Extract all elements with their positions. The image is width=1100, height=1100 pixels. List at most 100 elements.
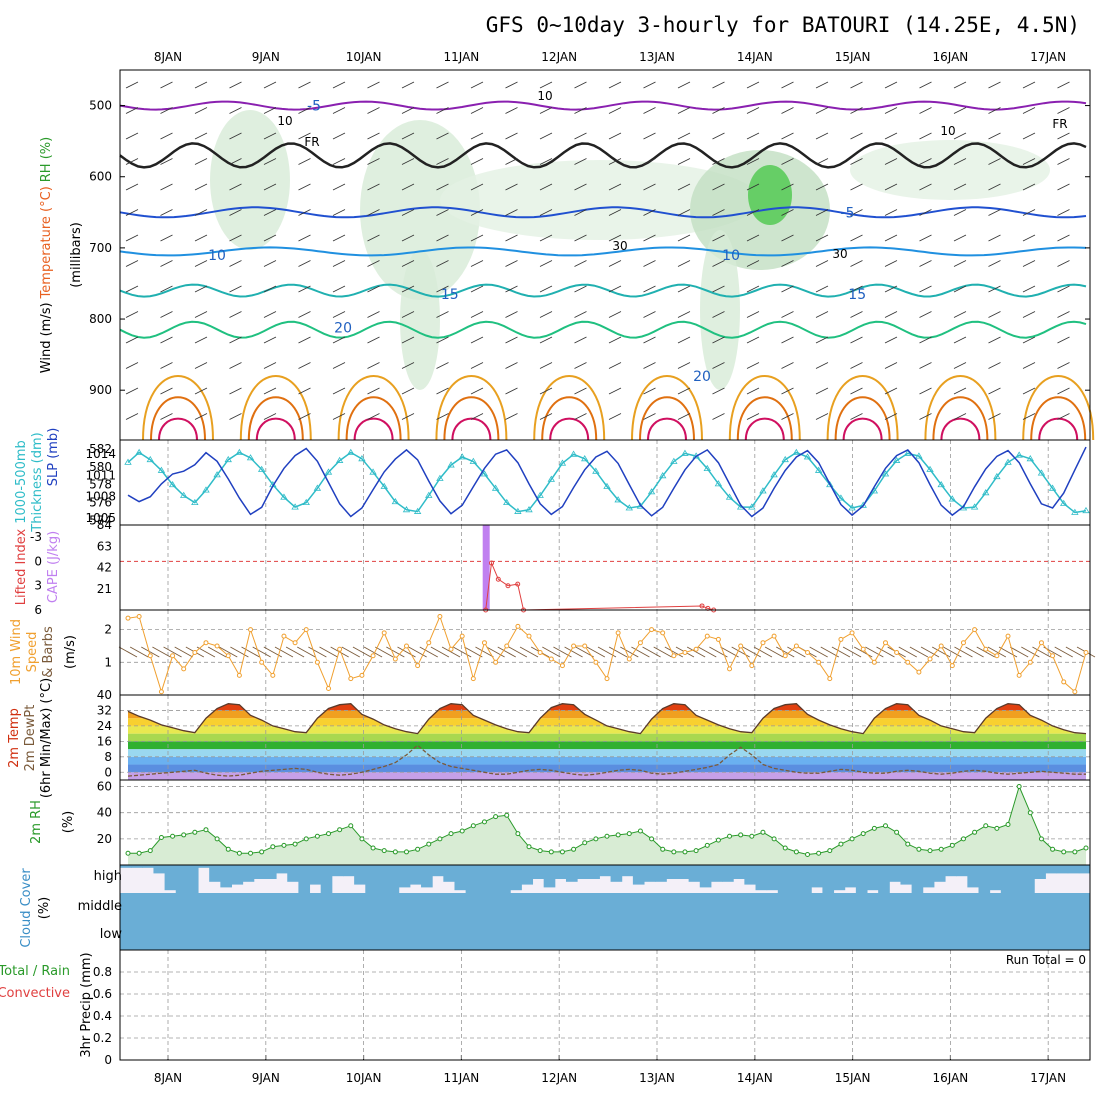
wind-barb: [194, 209, 208, 216]
precip-conv-label: Convective: [0, 986, 70, 1001]
wind-barb: [125, 285, 139, 293]
wind-barb: [712, 234, 725, 242]
wind-barb: [1022, 81, 1036, 89]
wind-barb: [746, 260, 760, 267]
cloud-high-bar: [777, 865, 790, 893]
wind-barb: [746, 107, 760, 114]
wind10m-marker: [392, 656, 398, 662]
wind-barb: [988, 107, 1001, 114]
wind-barb: [125, 132, 139, 140]
li-marker: [699, 603, 705, 609]
cloud-high-bar: [131, 865, 143, 868]
warm-isotherm-loop: [826, 374, 899, 441]
wind-barb: [988, 336, 1001, 344]
wind-barb: [746, 285, 760, 293]
wind10m-marker: [348, 676, 354, 682]
wind-barb: [712, 260, 725, 267]
wind-barb: [263, 336, 277, 344]
wind10m-marker: [259, 659, 265, 665]
wind-barb: [953, 285, 967, 293]
wind-barb: [988, 132, 1001, 140]
wind10m-barb: [374, 646, 394, 658]
warm-isotherm-loop: [435, 374, 508, 441]
cloud-high-bar: [175, 865, 188, 893]
wind-barb: [677, 285, 691, 293]
cloud-high-bar: [911, 865, 924, 893]
wind-barb: [677, 336, 691, 344]
warm-isotherm-loop: [647, 417, 687, 441]
thickness-marker: [982, 489, 990, 496]
thickness-marker: [503, 498, 511, 506]
wind-barb: [608, 387, 622, 395]
wind-barb: [194, 413, 208, 420]
warm-isotherm-loop: [451, 417, 492, 441]
wind10m-barb: [152, 646, 171, 658]
wind-barb: [505, 413, 518, 420]
temp-band: [128, 733, 1086, 742]
wind-barb: [125, 209, 139, 216]
wind-barb: [574, 413, 587, 420]
wind10m-barb: [954, 646, 973, 658]
cloud-low-bar: [599, 893, 612, 950]
wind-barb: [919, 311, 932, 318]
wind-barb: [1057, 413, 1070, 420]
wind-barb: [539, 209, 553, 216]
wind-barb: [194, 107, 208, 114]
x-tick-label-top: 8JAN: [154, 50, 182, 64]
rh2m-marker: [882, 823, 888, 829]
wind-barb: [194, 234, 208, 242]
rh2m-marker: [481, 819, 487, 825]
wind10m-marker: [559, 663, 565, 669]
wind-barb: [850, 285, 863, 293]
cloud-panel: high middle low Cloud Cover (%): [19, 864, 1091, 951]
rh-label: 30: [612, 239, 627, 253]
thickness-marker: [670, 457, 678, 464]
cloud-low-bar: [331, 893, 344, 950]
cape-tick-label: 42: [97, 561, 112, 575]
wind-barb: [677, 387, 691, 395]
wind10m-barb: [285, 646, 305, 658]
wind-barb: [746, 311, 760, 318]
rh2m-marker: [671, 849, 677, 855]
cloud-low-bar: [387, 893, 400, 950]
wind-barb: [160, 413, 173, 420]
cloud-high-bar: [878, 865, 890, 893]
wind-barb: [781, 387, 794, 395]
cloud-high-bar: [1078, 865, 1091, 874]
wind-barb: [470, 234, 484, 242]
wind10m-barb: [920, 646, 940, 658]
wind-barb: [332, 336, 346, 344]
wind-barb: [574, 107, 587, 114]
wind10m-marker: [637, 640, 643, 646]
wind-barb: [505, 234, 518, 242]
wind-barb: [884, 311, 898, 318]
wind10m-marker: [526, 633, 532, 639]
cloud-high-bar: [1056, 865, 1069, 874]
thickness-marker: [369, 468, 377, 475]
wind-barb: [884, 81, 898, 89]
isotherm-15: [119, 283, 1087, 298]
wind10m-barb: [297, 646, 316, 658]
temp-tick-label: 40: [97, 688, 112, 702]
cloud-high-bar: [699, 865, 712, 888]
wind-barb: [229, 107, 242, 114]
wind-barb: [1057, 209, 1070, 216]
thickness-marker: [881, 470, 890, 477]
wind-barb: [815, 158, 829, 165]
wind-barb: [1022, 285, 1036, 293]
wind-barb: [539, 336, 553, 344]
rh2m-marker: [214, 836, 220, 842]
wind10m-marker: [682, 650, 688, 655]
cloud-low-bar: [632, 893, 645, 950]
wind-barb: [884, 362, 898, 369]
cloud-high-bar: [811, 865, 823, 888]
wind10m-marker: [1016, 672, 1022, 678]
isotherm-label: 10: [722, 248, 740, 264]
freezing-line: [119, 142, 1087, 169]
wind10m-barb: [397, 646, 416, 658]
wind-barb: [850, 158, 863, 165]
thickness-marker: [246, 454, 255, 461]
wind-barb: [505, 285, 518, 293]
cloud-high-bar: [755, 865, 768, 891]
